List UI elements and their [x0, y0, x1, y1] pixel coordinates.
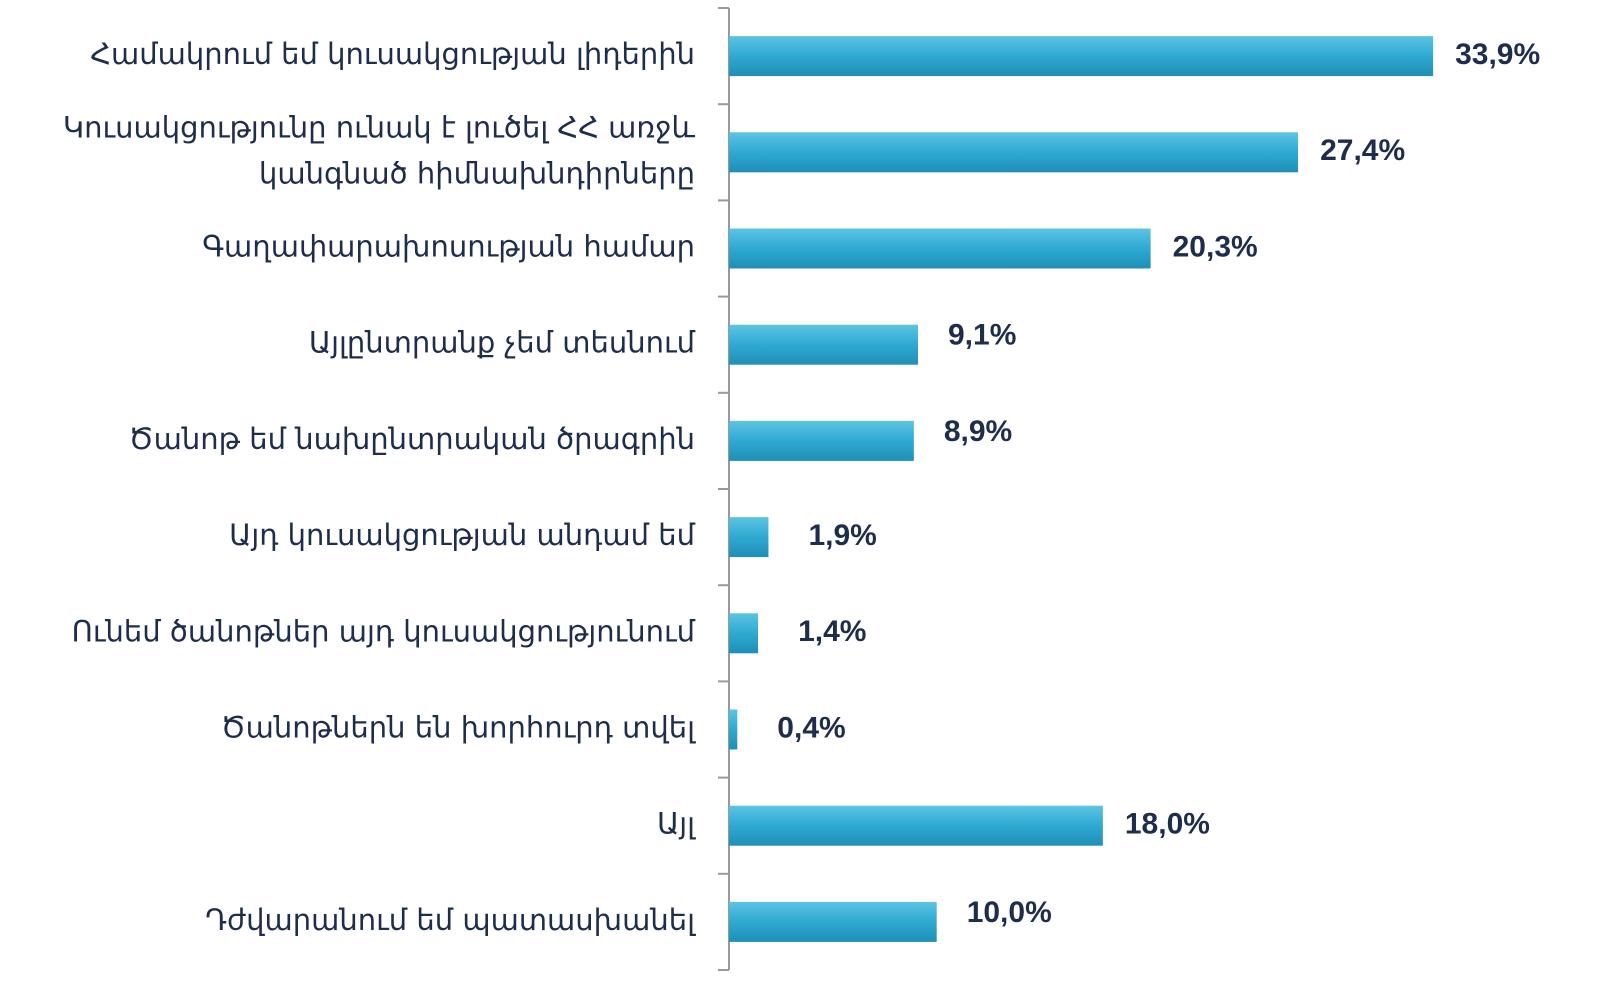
category-label: Այդ կուսակցության անդամ եմ [229, 518, 695, 552]
category-label: Այլ [657, 807, 696, 841]
bar [729, 709, 738, 750]
bar [729, 228, 1151, 269]
value-label: 10,0% [967, 896, 1052, 929]
value-label: 33,9% [1455, 38, 1540, 71]
category-label: Գաղափարախոսության համար [202, 230, 695, 264]
bar [729, 613, 759, 654]
bar [729, 517, 769, 558]
bar [729, 901, 937, 942]
bar [729, 420, 914, 461]
category-label: Կուսակցությունը ունակ է լուծել ՀՀ առջև կա… [63, 110, 696, 190]
value-label: 27,4% [1320, 134, 1405, 167]
value-label: 9,1% [948, 319, 1016, 352]
category-label: Ծանոթ եմ նախընտրական ծրագրին [129, 422, 695, 456]
value-label: 0,4% [777, 711, 845, 744]
category-label: Ունեմ ծանոթներ այդ կուսակցությունում [72, 614, 696, 648]
category-label: Համակրում եմ կուսակցության լիդերին [90, 37, 695, 71]
bar [729, 36, 1434, 77]
bar [729, 324, 919, 365]
value-label: 1,4% [798, 615, 866, 648]
category-label: Այլընտրանք չեմ տեսնում [309, 326, 696, 360]
value-label: 1,9% [808, 519, 876, 552]
value-label: 18,0% [1125, 808, 1210, 841]
bar [729, 805, 1103, 846]
bar [729, 132, 1299, 173]
value-label: 8,9% [944, 415, 1012, 448]
category-label: Դժվարանում եմ պատասխանել [205, 903, 696, 937]
value-label: 20,3% [1173, 230, 1258, 263]
category-label: Ծանոթներն են խորհուրդ տվել [221, 711, 697, 745]
